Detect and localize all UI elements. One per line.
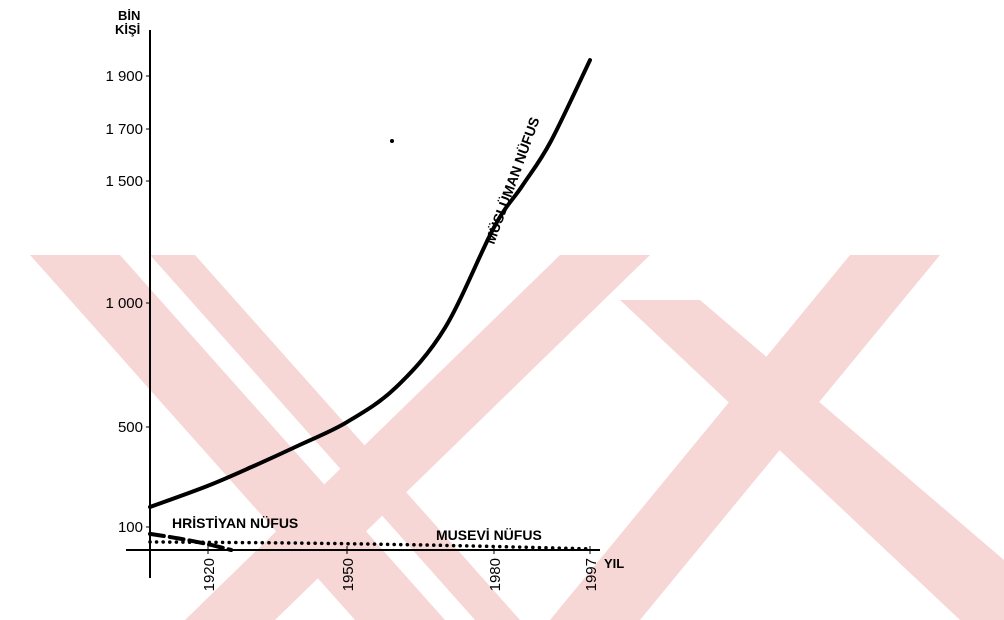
y-tick-label: 1 900 [105,68,143,85]
series-line-2 [148,540,592,551]
series-name-label-2: MUSEVİ NÜFUS [436,527,542,543]
series-name-label-1: HRİSTİYAN NÜFUS [172,515,298,531]
x-tick-label: 1997 [583,558,600,591]
watermark-stroke-3 [185,255,650,620]
y-tick-label: 100 [118,519,143,536]
watermark-logo [30,255,1004,620]
series-line-1 [148,531,234,552]
watermark-stroke-2 [150,255,520,620]
x-axis-label: YIL [604,556,624,571]
y-tick-label: 500 [118,419,143,436]
y-tick-label: 1 500 [105,173,143,190]
y-tick-labels: 100 500 1 000 1 500 1 700 1 900 [105,68,150,536]
watermark-stroke-4 [550,255,940,620]
series-lines [148,58,592,552]
series-line-0 [148,58,592,509]
series-name-label-0: MÜSLÜMAN NÜFUS [482,115,543,246]
y-axis-unit-line1: BİN [118,8,140,23]
watermark-stroke-5 [620,300,1004,620]
y-tick-label: 1 000 [105,295,143,312]
y-tick-label: 1 700 [105,121,143,138]
x-tick-label: 1920 [201,558,218,591]
x-tick-labels: 1920 1950 1980 1997 [201,546,600,591]
stray-dot-mark [390,139,394,143]
y-axis-unit-line2: KİŞİ [115,22,140,37]
x-tick-label: 1950 [340,558,357,591]
x-tick-label: 1980 [487,558,504,591]
